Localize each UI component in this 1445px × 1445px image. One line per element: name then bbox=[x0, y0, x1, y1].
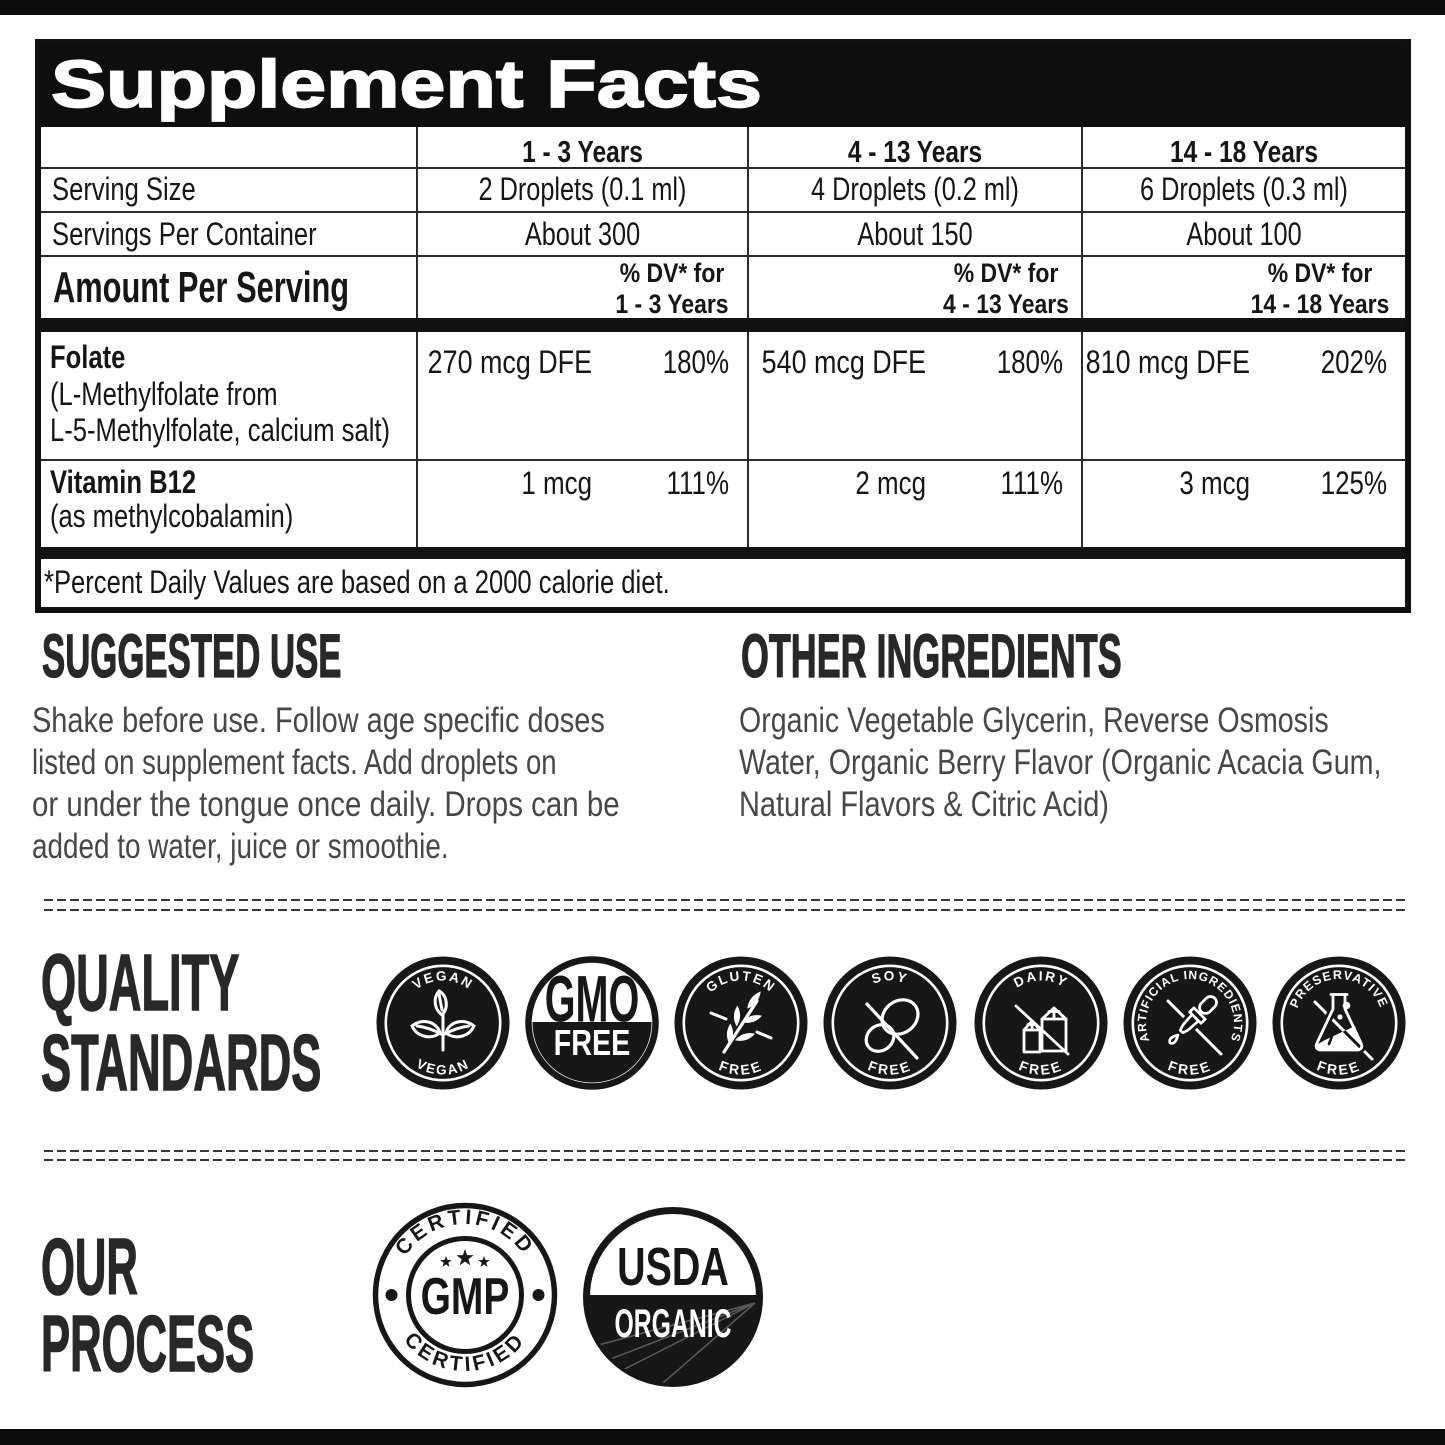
svg-text:FREE: FREE bbox=[1017, 1057, 1065, 1078]
svg-text:USDA: USDA bbox=[617, 1237, 729, 1298]
svg-text:GMO: GMO bbox=[545, 962, 640, 1036]
svg-text:GMP: GMP bbox=[421, 1266, 510, 1325]
svg-text:FREE: FREE bbox=[1166, 1057, 1214, 1078]
svg-text:DAIRY: DAIRY bbox=[1011, 968, 1071, 990]
svg-text:VEGAN: VEGAN bbox=[414, 1056, 472, 1078]
svg-text:ORGANIC: ORGANIC bbox=[614, 1302, 731, 1346]
svg-text:FREE: FREE bbox=[554, 1022, 631, 1063]
svg-text:FREE: FREE bbox=[1315, 1057, 1363, 1078]
svg-text:FREE: FREE bbox=[866, 1057, 914, 1078]
svg-text:FREE: FREE bbox=[717, 1057, 765, 1078]
svg-text:SOY: SOY bbox=[870, 969, 910, 987]
